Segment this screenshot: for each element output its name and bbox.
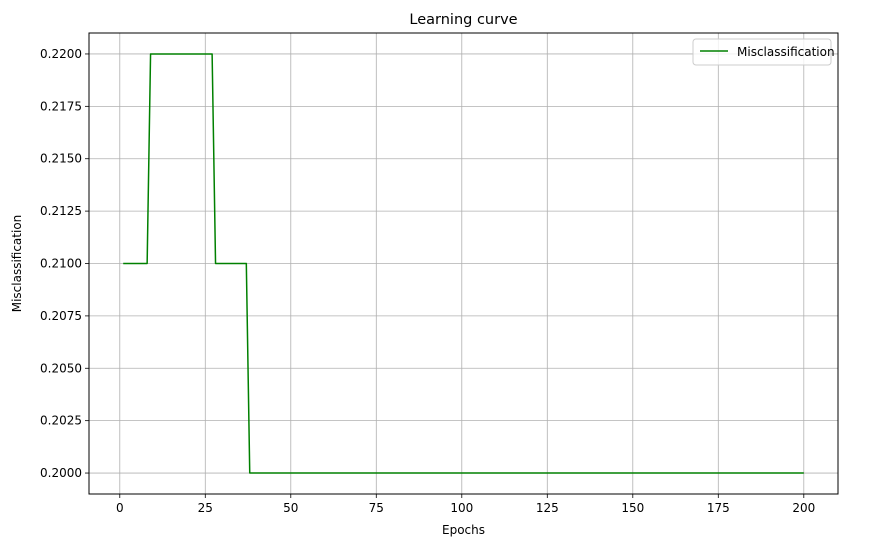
y-axis-label: Misclassification (10, 215, 24, 313)
chart-title: Learning curve (409, 12, 517, 28)
x-axis-ticks: 0 25 50 75 100 125 150 175 200 (116, 494, 815, 515)
x-tick-label: 175 (707, 501, 730, 515)
x-tick-label: 25 (198, 501, 213, 515)
x-tick-label: 100 (450, 501, 473, 515)
series-group (123, 53, 804, 474)
legend-entry-misclassification: Misclassification (737, 45, 835, 59)
x-tick-label: 0 (116, 501, 124, 515)
y-tick-label: 0.2125 (40, 204, 82, 218)
y-tick-label: 0.2150 (40, 152, 82, 166)
y-tick-label: 0.2025 (40, 414, 82, 428)
y-axis-ticks: 0.2000 0.2025 0.2050 0.2075 0.2100 0.2125 0.21… (40, 47, 89, 480)
legend-box (692, 38, 832, 66)
y-tick-label: 0.2200 (40, 47, 82, 61)
series-line-misclassification (123, 53, 804, 474)
legend: Misclassification (692, 38, 835, 66)
y-tick-label: 0.2175 (40, 99, 82, 113)
x-tick-label: 75 (369, 501, 384, 515)
grid-lines (89, 33, 838, 494)
x-tick-label: 50 (283, 501, 298, 515)
y-tick-label: 0.2050 (40, 361, 82, 375)
x-tick-label: 150 (621, 501, 644, 515)
y-tick-label: 0.2075 (40, 309, 82, 323)
y-tick-label: 0.2000 (40, 466, 82, 480)
x-tick-label: 125 (536, 501, 559, 515)
x-tick-label: 200 (792, 501, 815, 515)
y-tick-label: 0.2100 (40, 257, 82, 271)
x-axis-label: Epochs (442, 523, 485, 537)
